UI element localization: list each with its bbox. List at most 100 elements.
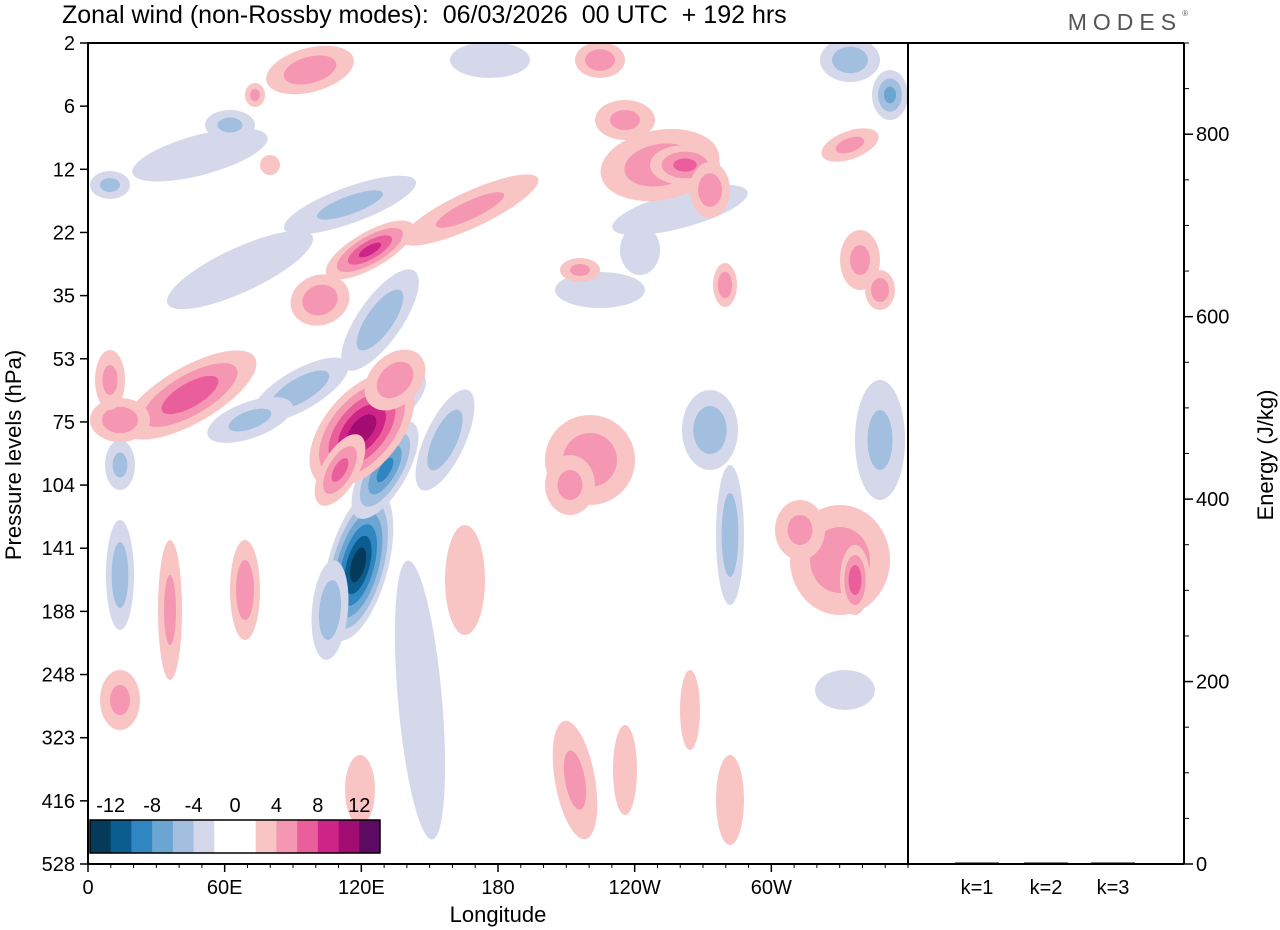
energy-bar xyxy=(955,862,999,864)
contour-region xyxy=(112,452,128,478)
contour-region xyxy=(110,685,130,715)
colorbar-label: 4 xyxy=(271,795,282,817)
y-tick-label: 141 xyxy=(42,538,75,560)
colorbar-swatch xyxy=(359,820,381,853)
colorbar-swatch xyxy=(297,820,319,853)
contour-region xyxy=(132,128,268,182)
x-tick-label: 60E xyxy=(207,877,243,899)
contour-region xyxy=(850,245,870,275)
y-tick-label: 53 xyxy=(53,349,75,371)
contour-region xyxy=(427,409,463,471)
contour-region xyxy=(166,230,314,310)
colorbar-swatch xyxy=(214,820,236,853)
energy-tick-label: 400 xyxy=(1196,489,1229,511)
colorbar-label: -4 xyxy=(185,795,203,817)
contour-region xyxy=(376,457,394,483)
y-tick-label: 188 xyxy=(42,601,75,623)
contour-region xyxy=(867,410,893,470)
brand-logo: MODES® xyxy=(1068,9,1188,36)
contour-region xyxy=(394,560,446,840)
colorbar-swatch xyxy=(110,820,132,853)
colorbar-swatch xyxy=(255,820,277,853)
contour-region xyxy=(358,242,382,258)
energy-tick-label: 0 xyxy=(1196,854,1207,876)
contour-region xyxy=(721,493,739,577)
contour-region xyxy=(102,406,138,434)
x-tick-label: 180 xyxy=(481,877,514,899)
contour-region xyxy=(100,178,120,192)
contour-region xyxy=(161,375,219,415)
contour-region xyxy=(717,271,733,299)
y-tick-label: 12 xyxy=(53,159,75,181)
colorbar-swatch xyxy=(172,820,195,853)
contour-region xyxy=(693,406,727,454)
x-tick-label: 120E xyxy=(338,877,385,899)
x-axis-label: Longitude xyxy=(450,902,547,927)
colorbar-swatch xyxy=(235,820,257,853)
contour-region xyxy=(848,565,862,595)
contour-region xyxy=(283,55,337,85)
energy-tick-label: 600 xyxy=(1196,307,1229,329)
energy-bars: k=1 k=2 k=3 xyxy=(955,862,1135,899)
contour-field xyxy=(90,43,908,845)
energy-category-label: k=1 xyxy=(961,877,994,899)
contour-region xyxy=(563,750,587,810)
energy-panel: 0 200 400 600 800 k=1 k=2 k=3 Energy (J/kg) xyxy=(908,42,1278,899)
y-axis: 2 6 12 22 35 53 75 104 141 188 248 323 416 528 xyxy=(42,33,88,876)
colorbar-swatch xyxy=(276,820,298,853)
energy-bar xyxy=(1024,862,1068,864)
x-tick-label: 120W xyxy=(609,877,661,899)
brand-text: MODES xyxy=(1067,9,1183,35)
colorbar-label: -8 xyxy=(143,795,161,817)
contour-region xyxy=(316,190,384,220)
colorbar-swatch xyxy=(152,820,174,853)
contour-region xyxy=(450,43,530,78)
contour-region xyxy=(345,755,375,825)
contour-region xyxy=(557,470,583,500)
contour-region xyxy=(673,158,697,172)
contour-region xyxy=(716,755,744,845)
contour-region xyxy=(698,173,722,207)
contour-region xyxy=(435,192,505,228)
energy-axis-label: Energy (J/kg) xyxy=(1253,390,1278,521)
contour-region xyxy=(680,670,700,750)
energy-axis-ticks: 0 200 400 600 800 xyxy=(1184,42,1229,876)
contour-region xyxy=(250,89,260,101)
energy-tick-label: 800 xyxy=(1196,124,1229,146)
brand-mark: ® xyxy=(1182,9,1188,18)
colorbar-label: 0 xyxy=(229,795,240,817)
colorbar-swatch xyxy=(338,820,360,853)
contour-region xyxy=(376,361,414,399)
y-tick-label: 75 xyxy=(53,412,75,434)
contour-region xyxy=(349,547,367,583)
y-tick-label: 6 xyxy=(64,96,75,118)
colorbar-label: -12 xyxy=(96,795,125,817)
contour-region xyxy=(356,289,404,351)
contour-region xyxy=(236,560,254,620)
colorbar-label: 8 xyxy=(312,795,323,817)
y-axis-label: Pressure levels (hPa) xyxy=(1,350,26,560)
contour-region xyxy=(318,580,342,640)
x-tick-label: 60W xyxy=(751,877,792,899)
colorbar-frame xyxy=(89,819,381,854)
colorbar-swatch xyxy=(317,820,340,853)
colorbar-swatch xyxy=(193,820,215,853)
energy-bar xyxy=(1091,862,1135,864)
contour-region xyxy=(302,284,338,316)
y-tick-label: 104 xyxy=(42,475,75,497)
y-tick-label: 2 xyxy=(64,33,75,55)
y-tick-label: 35 xyxy=(53,286,75,308)
contour-region xyxy=(217,117,243,133)
y-tick-label: 528 xyxy=(42,854,75,876)
contour-region xyxy=(620,225,660,275)
contour-region xyxy=(787,515,813,545)
colorbar-swatch xyxy=(131,820,153,853)
contour-region xyxy=(871,278,889,302)
colorbar-label: 12 xyxy=(348,795,370,817)
colorbar: -12 -8 -4 0 4 8 12 xyxy=(89,795,381,854)
chart-title: Zonal wind (non-Rossby modes): 06/03/202… xyxy=(62,1,787,29)
contour-region xyxy=(111,542,129,608)
y-tick-label: 323 xyxy=(42,728,75,750)
energy-category-label: k=2 xyxy=(1030,877,1063,899)
x-tick-label: 0 xyxy=(82,877,93,899)
